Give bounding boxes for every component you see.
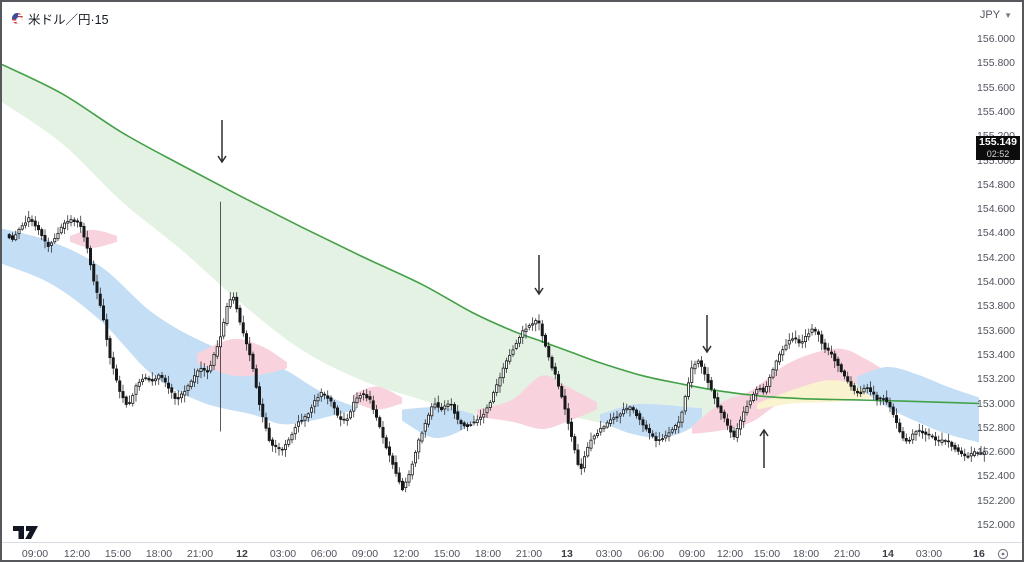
last-price-value: 155.149 (976, 136, 1020, 149)
price-tick-label: 153.200 (977, 373, 1015, 386)
time-tick-label: 03:00 (595, 548, 623, 560)
price-tick-label: 154.800 (977, 178, 1015, 191)
time-tick-label: 09:00 (678, 548, 706, 560)
time-tick-label: 18:00 (474, 548, 502, 560)
price-tick-label: 152.000 (977, 519, 1015, 531)
price-tick-label: 154.000 (977, 276, 1015, 288)
time-tick-label: 12:00 (716, 548, 744, 560)
last-price-badge: 155.149 02:52 (976, 136, 1020, 160)
time-tick-label: 18:00 (145, 548, 173, 560)
price-tick-label: 152.600 (977, 446, 1015, 459)
price-tick-label: 154.400 (977, 227, 1015, 240)
blue-ma-cloud (857, 367, 979, 443)
time-tick-label: 21:00 (186, 548, 214, 560)
time-tick-label: 16 (973, 548, 985, 560)
blue-ma-cloud (402, 407, 474, 439)
time-tick-label: 21:00 (833, 548, 861, 560)
price-tick-label: 155.600 (977, 81, 1015, 94)
time-tick-label: 13 (561, 548, 573, 560)
time-tick-label: 03:00 (915, 548, 943, 560)
time-tick-label: 21:00 (515, 548, 543, 560)
time-tick-label: 12 (236, 548, 248, 560)
usd-jpy-pair-icon (12, 13, 23, 24)
time-tick-label: 18:00 (792, 548, 820, 560)
time-tick-label: 09:00 (351, 548, 379, 560)
pink-ma-cloud (354, 386, 402, 410)
price-tick-label: 152.200 (977, 494, 1015, 507)
bar-countdown: 02:52 (976, 149, 1020, 160)
time-tick-label: 03:00 (269, 548, 297, 560)
price-tick-label: 152.400 (977, 470, 1015, 483)
symbol-title-label: 米ドル／円·15 (28, 13, 109, 27)
blue-ma-cloud (2, 228, 357, 425)
price-tick-label: 153.000 (977, 397, 1015, 410)
price-tick-label: 156.000 (977, 33, 1015, 45)
candles (7, 201, 986, 493)
arrow-down-annotation (702, 315, 712, 354)
arrow-down-annotation (217, 120, 227, 164)
pink-ma-cloud (197, 338, 287, 377)
time-axis-separator (2, 542, 1022, 543)
time-tick-label: 09:00 (21, 548, 49, 560)
price-tick-label: 153.800 (977, 300, 1015, 313)
currency-label: JPY (979, 9, 1001, 21)
price-tick-label: 153.600 (977, 324, 1015, 337)
price-tick-label: 155.400 (977, 105, 1015, 118)
ma-line (2, 63, 980, 405)
time-tick-label: 14 (882, 548, 894, 560)
candlestick-chart-canvas[interactable] (2, 2, 1022, 542)
settings-icon[interactable] (997, 547, 1009, 560)
time-tick-label: 15:00 (433, 548, 461, 560)
symbol-title[interactable]: 米ドル／円·15 (12, 9, 109, 28)
price-tick-label: 152.800 (977, 421, 1015, 434)
time-tick-label: 12:00 (63, 548, 91, 560)
arrow-up-annotation (759, 428, 769, 468)
time-tick-label: 06:00 (637, 548, 665, 560)
chevron-down-icon: ▼ (1004, 10, 1012, 20)
currency-selector[interactable]: JPY ▼ (980, 9, 1012, 21)
time-tick-label: 06:00 (310, 548, 338, 560)
arrow-down-annotation (534, 255, 544, 296)
price-tick-label: 154.200 (977, 251, 1015, 264)
tradingview-logo[interactable] (13, 526, 41, 545)
time-tick-label: 15:00 (753, 548, 781, 560)
time-tick-label: 12:00 (392, 548, 420, 560)
price-tick-label: 155.800 (977, 57, 1015, 70)
pink-ma-cloud (70, 229, 117, 248)
time-tick-label: 15:00 (104, 548, 132, 560)
price-tick-label: 154.600 (977, 203, 1015, 216)
price-tick-label: 153.400 (977, 348, 1015, 361)
